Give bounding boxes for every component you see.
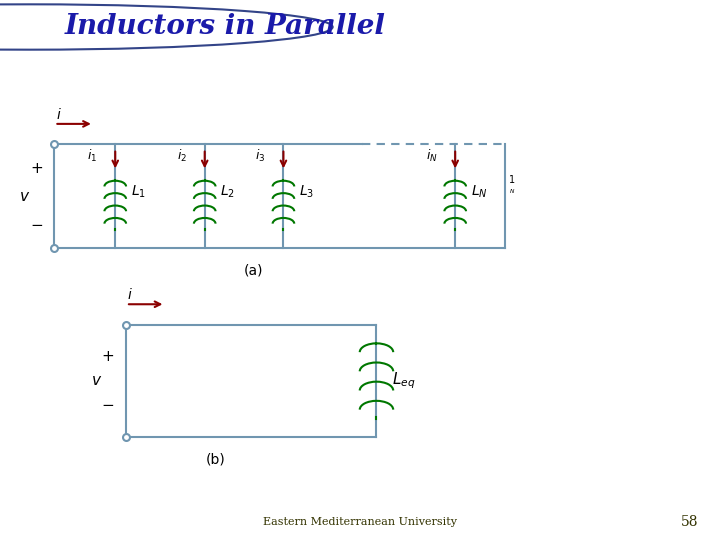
Text: +: +: [102, 349, 114, 363]
Text: 1: 1: [509, 176, 515, 185]
Text: (a): (a): [243, 264, 263, 278]
Text: $L_N$: $L_N$: [471, 183, 487, 200]
Text: $L_{eq}$: $L_{eq}$: [392, 370, 415, 391]
Text: Eastern Mediterranean University: Eastern Mediterranean University: [263, 517, 457, 528]
Text: 58: 58: [681, 516, 698, 529]
Text: $i_N$: $i_N$: [426, 147, 437, 164]
Text: +: +: [30, 161, 43, 177]
Text: −: −: [30, 218, 43, 233]
Text: i: i: [56, 108, 60, 122]
Text: −: −: [102, 398, 114, 413]
Text: $L_2$: $L_2$: [220, 183, 235, 200]
Text: $i_2$: $i_2$: [176, 147, 186, 164]
Text: $_N$: $_N$: [509, 187, 516, 196]
Text: (b): (b): [206, 453, 225, 467]
Text: i: i: [127, 288, 132, 302]
Text: v: v: [91, 373, 100, 388]
Text: $L_3$: $L_3$: [300, 183, 315, 200]
Text: v: v: [20, 188, 29, 204]
Circle shape: [0, 4, 333, 50]
Text: $L_1$: $L_1$: [131, 183, 146, 200]
Text: $i_3$: $i_3$: [255, 147, 266, 164]
Text: Inductors in Parallel: Inductors in Parallel: [65, 14, 386, 40]
Text: $i_1$: $i_1$: [87, 147, 97, 164]
